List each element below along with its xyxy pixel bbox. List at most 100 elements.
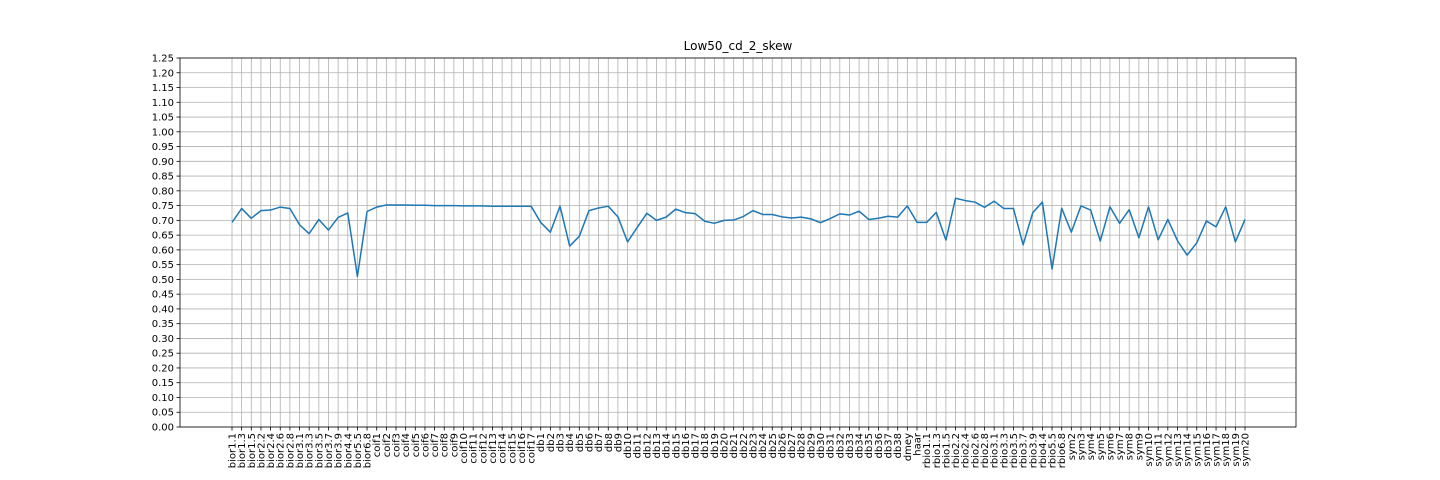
x-tick-label: db18 <box>700 433 711 458</box>
x-tick-label: db5 <box>575 433 586 452</box>
y-tick-label: 1.15 <box>152 83 174 94</box>
x-tick-label: coif10 <box>459 433 470 464</box>
x-tick-label: sym13 <box>1173 433 1184 467</box>
x-tick-label: db37 <box>884 433 895 458</box>
x-axis-ticks: bior1.1bior1.3bior1.5bior2.2bior2.4bior2… <box>228 427 1252 468</box>
x-tick-label: db8 <box>604 433 615 452</box>
y-tick-label: 0.20 <box>152 363 174 374</box>
x-tick-label: rbio2.6 <box>970 433 981 468</box>
x-tick-label: coif12 <box>478 433 489 464</box>
x-tick-label: db31 <box>826 433 837 458</box>
x-tick-label: bior2.8 <box>285 433 296 468</box>
x-tick-label: db30 <box>816 433 827 458</box>
x-tick-label: coif13 <box>488 433 499 464</box>
x-tick-label: db33 <box>845 433 856 458</box>
x-tick-label: bior3.9 <box>334 433 345 468</box>
y-tick-label: 1.10 <box>152 98 174 109</box>
series-layer <box>231 197 1246 278</box>
x-tick-label: db1 <box>536 433 547 452</box>
x-tick-label: sym16 <box>1202 433 1213 467</box>
x-tick-label: db24 <box>758 433 769 458</box>
x-tick-label: bior6.8 <box>363 433 374 468</box>
x-tick-label: db19 <box>710 433 721 458</box>
x-tick-label: rbio6.8 <box>1057 433 1068 468</box>
y-tick-label: 0.25 <box>152 349 174 360</box>
x-tick-label: db20 <box>720 433 731 458</box>
y-tick-label: 0.70 <box>152 216 174 227</box>
x-tick-label: db2 <box>546 433 557 452</box>
x-tick-label: sym11 <box>1154 433 1165 467</box>
x-tick-label: db13 <box>652 433 663 458</box>
x-tick-label: coif3 <box>392 433 403 457</box>
x-tick-label: db27 <box>787 433 798 458</box>
x-tick-label: db10 <box>623 433 634 458</box>
y-tick-label: 0.10 <box>152 393 174 404</box>
y-tick-label: 0.45 <box>152 290 174 301</box>
y-tick-label: 0.85 <box>152 172 174 183</box>
x-tick-label: rbio5.5 <box>1048 433 1059 468</box>
x-tick-label: sym10 <box>1144 433 1155 467</box>
x-tick-label: db26 <box>777 433 788 458</box>
x-tick-label: db3 <box>556 433 567 452</box>
grid-lines <box>180 57 1296 428</box>
x-tick-label: sym17 <box>1212 433 1223 467</box>
x-tick-label: dmey <box>903 433 914 461</box>
x-tick-label: rbio1.5 <box>941 433 952 468</box>
x-tick-label: rbio2.2 <box>951 433 962 468</box>
x-tick-label: db38 <box>893 433 904 458</box>
x-tick-label: db6 <box>584 433 595 452</box>
x-tick-label: db32 <box>835 433 846 458</box>
x-tick-label: coif8 <box>440 433 451 457</box>
x-tick-label: db36 <box>874 433 885 458</box>
x-tick-label: coif16 <box>517 433 528 464</box>
x-tick-label: sym14 <box>1183 433 1194 467</box>
x-tick-label: sym15 <box>1192 433 1203 467</box>
x-tick-label: db23 <box>748 433 759 458</box>
x-tick-label: sym9 <box>1134 433 1145 460</box>
y-tick-label: 0.90 <box>152 157 174 168</box>
x-tick-label: bior1.3 <box>237 433 248 468</box>
y-tick-label: 0.15 <box>152 378 174 389</box>
x-tick-label: db17 <box>691 433 702 458</box>
x-tick-label: db28 <box>797 433 808 458</box>
x-tick-label: coif9 <box>449 433 460 457</box>
y-tick-label: 0.75 <box>152 201 174 212</box>
x-tick-label: db15 <box>671 433 682 458</box>
x-tick-label: rbio4.4 <box>1038 433 1049 468</box>
y-tick-label: 0.95 <box>152 142 174 153</box>
x-tick-label: coif6 <box>420 433 431 457</box>
y-tick-label: 1.25 <box>152 54 174 65</box>
x-tick-label: haar <box>912 432 923 456</box>
x-tick-label: db16 <box>681 433 692 458</box>
x-tick-label: sym2 <box>1067 433 1078 460</box>
x-tick-label: rbio2.4 <box>961 433 972 468</box>
x-tick-label: bior2.6 <box>276 433 287 468</box>
x-tick-label: db9 <box>613 433 624 452</box>
y-tick-label: 0.35 <box>152 319 174 330</box>
x-tick-label: sym20 <box>1241 433 1252 467</box>
y-tick-label: 0.60 <box>152 245 174 256</box>
y-tick-label: 0.65 <box>152 231 174 242</box>
x-tick-label: coif11 <box>469 433 480 464</box>
y-tick-label: 0.05 <box>152 408 174 419</box>
x-tick-label: db35 <box>864 433 875 458</box>
x-tick-label: rbio1.1 <box>922 433 933 468</box>
x-tick-label: coif5 <box>411 433 422 457</box>
x-tick-label: sym3 <box>1076 433 1087 460</box>
x-tick-label: coif1 <box>372 433 383 457</box>
x-tick-label: db4 <box>565 433 576 452</box>
x-tick-label: bior2.2 <box>256 433 267 468</box>
x-tick-label: coif2 <box>382 433 393 457</box>
x-tick-label: rbio3.3 <box>999 433 1010 468</box>
x-tick-label: bior1.5 <box>247 433 258 468</box>
y-axis-ticks: 0.00 0.05 0.10 0.15 0.20 0.25 0.30 0.35 0.40 0.45… <box>152 54 180 434</box>
y-tick-label: 1.20 <box>152 68 174 79</box>
x-tick-label: bior3.1 <box>295 433 306 468</box>
x-tick-label: sym4 <box>1086 433 1097 460</box>
x-tick-label: sym7 <box>1115 433 1126 460</box>
x-tick-label: sym5 <box>1096 433 1107 460</box>
x-tick-label: sym8 <box>1125 433 1136 460</box>
x-tick-label: db25 <box>768 433 779 458</box>
x-tick-label: sym12 <box>1163 433 1174 467</box>
